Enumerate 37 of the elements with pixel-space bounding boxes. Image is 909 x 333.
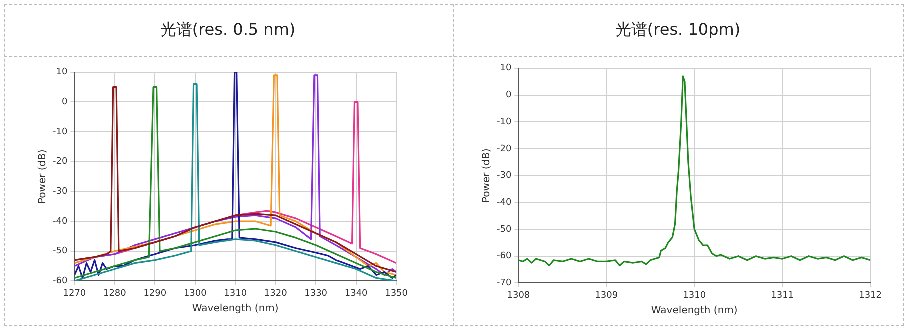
y-tick-label: -20 <box>52 157 68 168</box>
x-tick-label: 1312 <box>859 290 882 301</box>
x-tick-label: 1309 <box>595 290 618 301</box>
y-tick-label: -60 <box>496 252 512 262</box>
x-tick-label: 1300 <box>184 288 208 299</box>
x-tick-label: 1320 <box>264 288 288 299</box>
y-tick-label: -30 <box>496 171 512 182</box>
y-tick-label: -40 <box>52 216 68 227</box>
x-tick-label: 1290 <box>144 288 167 299</box>
y-tick-label: 0 <box>506 90 512 101</box>
y-tick-label: -50 <box>52 246 68 257</box>
y-tick-label: -70 <box>496 278 512 289</box>
x-tick-label: 1270 <box>63 288 86 299</box>
y-tick-label: -50 <box>496 224 512 235</box>
y-tick-label: -10 <box>52 127 68 138</box>
x-tick-label: 1311 <box>771 290 794 301</box>
y-axis-title: Power (dB) <box>482 148 493 204</box>
x-axis-title: Wavelength (nm) <box>651 306 738 317</box>
x-axis-title: Wavelength (nm) <box>192 304 279 315</box>
x-tick-label: 1340 <box>344 288 368 299</box>
y-tick-label: -40 <box>496 198 512 208</box>
y-tick-label: -10 <box>496 117 512 128</box>
x-tick-label: 1310 <box>224 288 248 299</box>
y-tick-label: -60 <box>52 276 68 287</box>
y-tick-label: 0 <box>62 98 68 108</box>
y-tick-label: 10 <box>56 68 68 78</box>
y-tick-label: 10 <box>500 64 512 74</box>
x-tick-label: 1330 <box>304 288 328 299</box>
chart-title: 光谱(res. 0.5 nm) <box>4 4 452 57</box>
x-tick-label: 1308 <box>507 290 530 301</box>
x-tick-label: 1310 <box>683 290 706 301</box>
x-tick-label: 1280 <box>103 288 127 299</box>
y-axis-title: Power (dB) <box>38 149 49 204</box>
y-tick-label: -20 <box>496 144 512 154</box>
y-tick-label: -30 <box>52 187 68 198</box>
x-tick-label: 1350 <box>385 288 408 299</box>
chart-title: 光谱(res. 10pm) <box>454 4 902 57</box>
